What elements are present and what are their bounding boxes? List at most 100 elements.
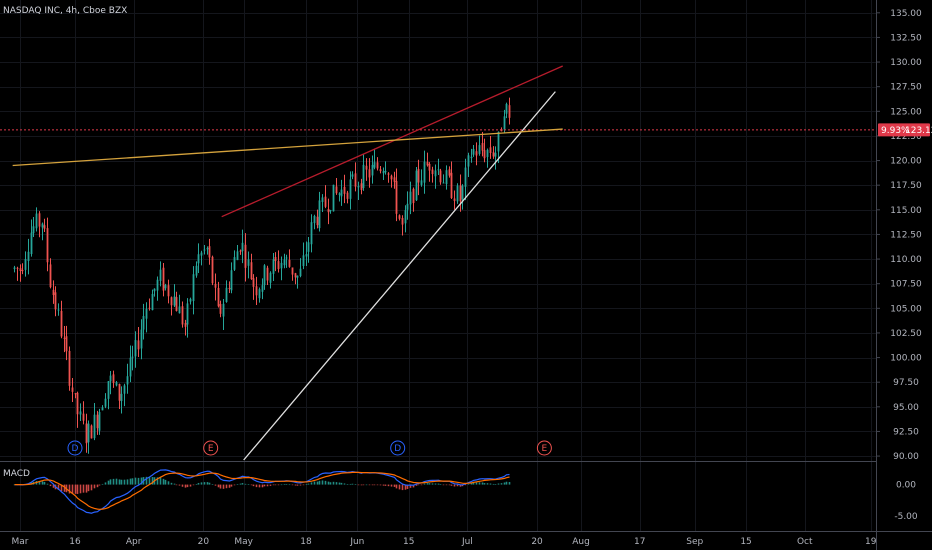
time-tick-label: 20	[198, 537, 210, 547]
dividend-event-icon[interactable]	[390, 440, 406, 456]
trendlines[interactable]	[12, 65, 563, 461]
candle-body	[151, 293, 154, 311]
macd-histogram-bar	[338, 482, 341, 485]
candle-body	[107, 381, 110, 399]
macd-histogram-bar	[90, 484, 93, 491]
macd-tick-label: -5.00	[894, 512, 918, 522]
candle-body	[35, 213, 38, 229]
macd-histogram-bar	[129, 478, 132, 485]
earnings-event-icon[interactable]	[536, 440, 552, 456]
macd-histogram-bar	[43, 481, 46, 485]
candle-body	[288, 259, 291, 267]
macd-histogram-bar	[327, 481, 330, 485]
candle-body	[475, 151, 478, 156]
candle-body	[71, 387, 74, 392]
macd-histogram-bar	[307, 483, 310, 485]
earnings-event-icon[interactable]	[203, 440, 219, 456]
macd-histogram-bar	[481, 482, 484, 485]
macd-histogram-bar	[445, 484, 448, 486]
candle-body	[423, 161, 426, 183]
macd-histogram-bar	[406, 484, 409, 489]
macd-histogram-bar	[294, 484, 297, 486]
macd-histogram-bar	[244, 483, 247, 485]
macd-histogram-bar	[456, 484, 459, 487]
candle-body	[453, 198, 456, 201]
macd-histogram-bar	[398, 484, 401, 490]
grid	[0, 0, 876, 531]
macd-histogram-bar	[371, 484, 374, 486]
time-axis[interactable]: Mar 16 Apr 20 May 18 Jun 15 Jul 20 Aug 17 Sep 15 Oct 19	[12, 537, 877, 547]
macd-histogram-bar	[453, 484, 456, 487]
macd-histogram-bar	[417, 484, 420, 486]
candle-body	[335, 186, 338, 194]
macd-histogram-bar	[280, 484, 283, 486]
macd-histogram-bar	[206, 482, 209, 485]
candle-body	[85, 423, 88, 444]
macd-histogram-bar	[404, 484, 407, 490]
candle-body	[178, 306, 181, 314]
macd-histogram-bar	[497, 483, 500, 485]
macd-histogram-bar	[428, 483, 431, 485]
candle-body	[137, 340, 140, 350]
macd-histogram-bar	[437, 483, 440, 485]
candle-body	[46, 228, 49, 263]
candle-body	[38, 213, 41, 227]
candle-body	[123, 385, 126, 394]
candle-body	[313, 216, 316, 224]
macd-histogram-bar	[365, 484, 368, 486]
earnings-event-label: E	[208, 444, 214, 454]
macd-histogram-bar	[214, 484, 217, 486]
candle-body	[76, 392, 79, 415]
macd-histogram-bar	[71, 484, 74, 495]
candle-body	[186, 303, 189, 325]
candle-body	[233, 257, 236, 270]
macd-histogram-bar	[382, 484, 385, 486]
macd-histogram-bar	[252, 484, 255, 487]
macd-histogram-bar	[219, 484, 222, 489]
candle-body	[461, 185, 464, 200]
macd-histogram-bar	[197, 482, 200, 485]
rising-wedge-support-line[interactable]	[243, 91, 556, 461]
macd-histogram-bar	[118, 479, 121, 485]
macd-histogram-bar	[362, 484, 365, 486]
price-tick-label: 102.50	[890, 329, 922, 339]
candle-body	[261, 285, 264, 292]
candle-body	[13, 267, 16, 269]
rising-wedge-resistance-line[interactable]	[221, 65, 563, 218]
candle-body	[24, 259, 27, 270]
macd-histogram-bar	[233, 484, 236, 486]
macd-histogram-bar	[393, 484, 396, 487]
candle-body	[208, 246, 211, 258]
candle-body	[305, 254, 308, 257]
macd-histogram-bar	[299, 484, 302, 486]
candle-body	[258, 289, 261, 299]
macd-histogram-bar	[52, 484, 55, 488]
candle-body	[266, 267, 269, 281]
candle-body	[120, 393, 123, 402]
horizontal-trend-line[interactable]	[12, 128, 563, 167]
candle-body	[197, 254, 200, 264]
candle-body	[505, 103, 508, 114]
macd-histogram-bar	[409, 484, 412, 488]
macd-tick-label: 0.00	[896, 481, 916, 491]
macd-histogram-bar	[450, 484, 453, 486]
macd-histogram-bar	[123, 479, 126, 485]
macd-histogram-bar	[241, 483, 244, 485]
macd-histogram-bar	[448, 484, 451, 486]
time-tick-label: Sep	[686, 537, 703, 547]
macd-line	[14, 469, 510, 514]
macd-histogram-bar	[222, 484, 225, 489]
macd-histogram-bar	[349, 483, 352, 485]
macd-axis[interactable]: 0.00 -5.00	[894, 481, 918, 522]
candle-body	[211, 256, 214, 284]
time-tick-label: 19	[865, 537, 877, 547]
candle-body	[445, 170, 448, 185]
macd-histogram-bar	[269, 484, 272, 486]
macd-histogram-bar	[464, 484, 467, 486]
price-axis[interactable]: 135.00 132.50 130.00 127.50 125.00 122.50 120.…	[876, 9, 922, 462]
dividend-event-icon[interactable]	[67, 440, 83, 456]
macd-histogram-bar	[57, 484, 60, 491]
